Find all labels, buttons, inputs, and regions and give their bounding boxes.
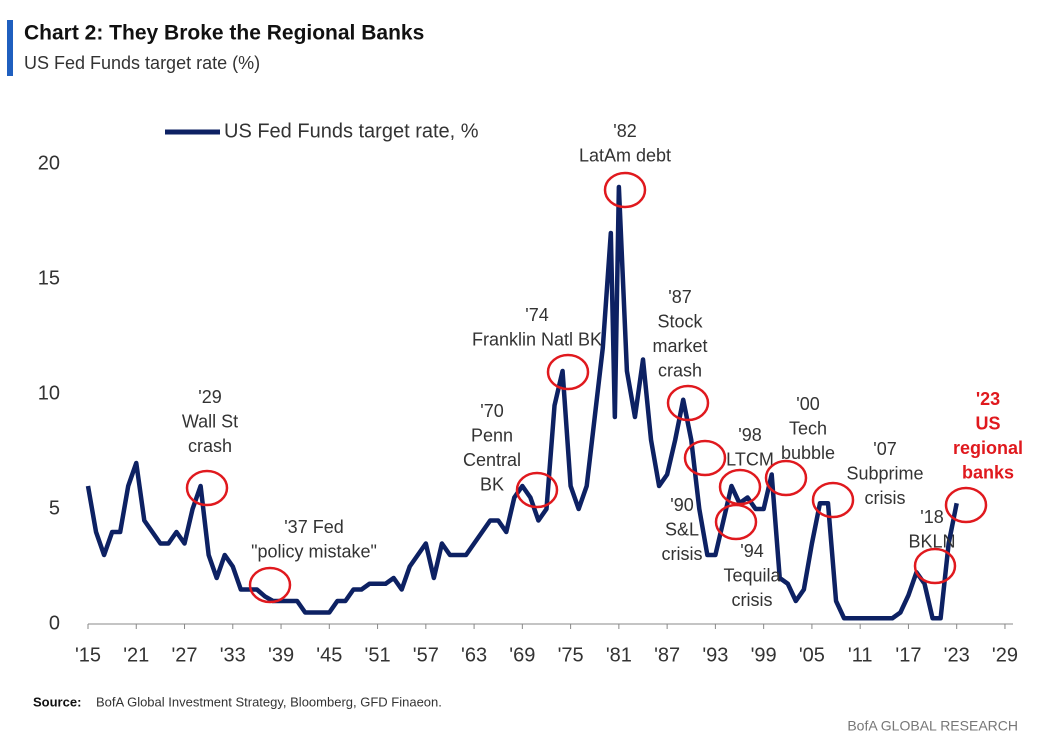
annotation-text: banks: [962, 462, 1014, 482]
annotation-text: Tequila: [723, 565, 781, 585]
x-tick-label: '39: [268, 644, 294, 666]
annotation-text: Wall St: [182, 411, 238, 431]
annotation-text: bubble: [781, 443, 835, 463]
annotation-text: BK: [480, 474, 504, 494]
annotation-text: LTCM: [726, 449, 774, 469]
annotation-text: Stock: [657, 311, 703, 331]
annotation-text: S&L: [665, 519, 699, 539]
x-tick-label: '33: [220, 644, 246, 666]
annotation-text: LatAm debt: [579, 145, 671, 165]
x-tick-label: '99: [751, 644, 777, 666]
x-tick-label: '75: [558, 644, 584, 666]
annotation-text: '82: [613, 121, 636, 141]
y-tick-label: 10: [38, 382, 60, 404]
title-accent: [7, 20, 13, 76]
x-tick-label: '29: [992, 644, 1018, 666]
x-tick-label: '93: [702, 644, 728, 666]
annotation-text: crisis: [732, 590, 773, 610]
x-tick-label: '45: [316, 644, 342, 666]
annotation-circle: [944, 486, 988, 524]
annotation-text: '37 Fed: [284, 517, 343, 537]
annotation-circle: [913, 547, 957, 585]
annotation-text: Tech: [789, 418, 827, 438]
annotation-text: '00: [796, 394, 819, 414]
x-tick-label: '21: [123, 644, 149, 666]
annotation-text: "policy mistake": [251, 541, 377, 561]
source: BofA Global Investment Strategy, Bloombe…: [96, 694, 442, 709]
x-tick-label: '69: [509, 644, 535, 666]
x-tick-label: '23: [944, 644, 970, 666]
annotation-circle: [811, 481, 855, 519]
annotation-text: regional: [953, 438, 1023, 458]
legend-label: US Fed Funds target rate, %: [224, 120, 479, 142]
annotation-text: '90: [670, 495, 693, 515]
x-tick-label: '17: [895, 644, 921, 666]
x-tick-label: '63: [461, 644, 487, 666]
annotation-text: US: [975, 413, 1000, 433]
annotation-text: '74: [525, 305, 548, 325]
chart-title: Chart 2: They Broke the Regional Banks: [24, 22, 424, 45]
annotation-text: market: [652, 336, 707, 356]
x-tick-label: '15: [75, 644, 101, 666]
x-tick-label: '57: [413, 644, 439, 666]
annotation-text: Central: [463, 450, 521, 470]
annotation-text: '18: [920, 507, 943, 527]
annotation-circle: [718, 468, 762, 506]
annotation-text: crash: [188, 436, 232, 456]
y-tick-label: 5: [49, 497, 60, 519]
source-label: Source:: [33, 694, 81, 709]
annotation-text: '94: [740, 541, 763, 561]
annotation-text: '07: [873, 439, 896, 459]
y-tick-label: 0: [49, 612, 60, 634]
footer: BofA GLOBAL RESEARCH: [847, 718, 1018, 734]
x-tick-label: '51: [365, 644, 391, 666]
annotation-circle: [603, 171, 647, 209]
annotation-circle: [185, 469, 229, 507]
annotation-text: crisis: [662, 544, 703, 564]
x-tick-label: '05: [799, 644, 825, 666]
annotation-circle: [764, 459, 808, 497]
annotation-text: '23: [976, 389, 1000, 409]
annotation-text: Penn: [471, 425, 513, 445]
x-tick-label: '11: [848, 644, 873, 666]
annotation-text: crash: [658, 360, 702, 380]
x-tick-label: '81: [606, 644, 632, 666]
data-line: [85, 184, 959, 621]
y-tick-label: 15: [38, 267, 60, 289]
annotation-text: '29: [198, 387, 221, 407]
annotation-circle: [714, 503, 758, 541]
annotation-text: '87: [668, 287, 691, 307]
annotation-circle: [683, 439, 727, 477]
y-tick-label: 20: [38, 152, 60, 174]
annotation-text: crisis: [865, 488, 906, 508]
annotation-text: '70: [480, 401, 503, 421]
annotation-circle: [248, 566, 292, 604]
annotation-circle: [546, 353, 590, 391]
annotation-circle: [666, 384, 710, 422]
x-tick-label: '27: [171, 644, 197, 666]
chart-subtitle: US Fed Funds target rate (%): [24, 53, 260, 73]
x-tick-label: '87: [654, 644, 680, 666]
annotation-text: Franklin Natl BK: [472, 329, 602, 349]
annotation-text: '98: [738, 425, 761, 445]
annotation-circle: [515, 471, 559, 509]
annotation-text: BKLN: [908, 531, 955, 551]
annotation-text: Subprime: [846, 463, 923, 483]
